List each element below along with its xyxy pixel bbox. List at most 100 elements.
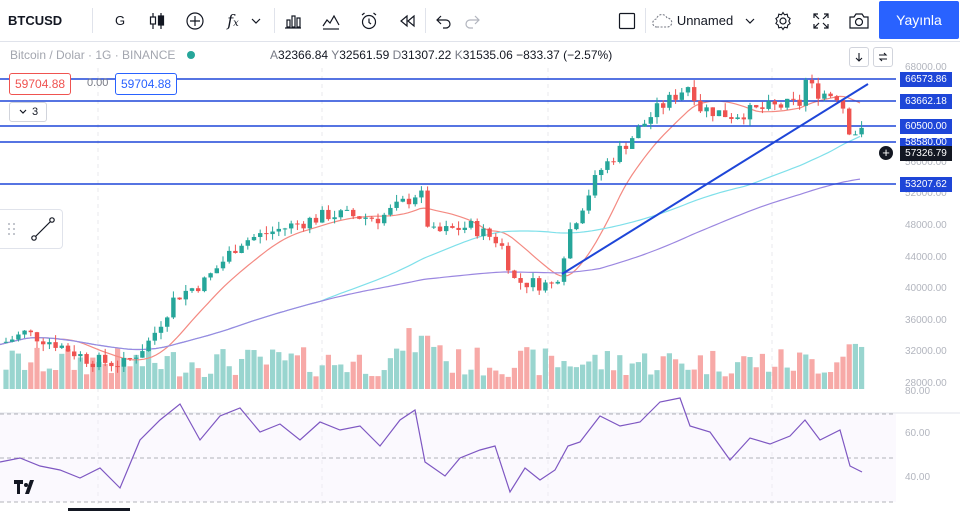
volume-bar	[127, 366, 133, 389]
candle-body	[506, 245, 511, 271]
chevron-down-icon	[19, 109, 27, 114]
candle-body	[425, 190, 430, 227]
collapse-indicators-button[interactable]: 3	[9, 102, 47, 122]
candle-body	[574, 223, 579, 230]
candle-body	[710, 107, 715, 117]
volume-bar	[852, 343, 858, 389]
cloud-icon	[652, 13, 673, 28]
undo-button[interactable]	[430, 0, 458, 41]
volume-bar	[697, 355, 703, 389]
volume-bar	[139, 366, 145, 389]
candle-body	[741, 117, 746, 120]
publish-button[interactable]: Yayınla	[879, 1, 959, 39]
snapshot-button[interactable]	[844, 0, 874, 41]
volume-bar	[22, 369, 28, 389]
candle-body	[208, 273, 213, 278]
candle-body	[344, 209, 350, 211]
volume-bar	[239, 358, 245, 389]
candle-body	[78, 354, 83, 357]
financials-button[interactable]	[279, 0, 307, 41]
volume-bar	[381, 370, 387, 389]
candle-body	[320, 209, 325, 223]
compare-button[interactable]	[180, 0, 210, 41]
close-label: K	[454, 48, 463, 62]
layout-name-button[interactable]: Unnamed	[648, 0, 760, 41]
volume-bar	[164, 356, 170, 389]
candle-body	[10, 339, 15, 342]
volume-bar	[344, 372, 350, 389]
settings-button[interactable]	[768, 0, 798, 41]
candle-body	[580, 210, 585, 224]
volume-bar	[183, 372, 189, 389]
candle-body	[220, 261, 226, 269]
volume-bar	[363, 373, 369, 389]
scroll-to-latest-button[interactable]	[849, 47, 869, 67]
candle-body	[121, 358, 126, 367]
candle-body	[47, 342, 52, 345]
market-open-dot	[187, 51, 196, 59]
volume-bar	[555, 367, 561, 389]
reset-chart-button[interactable]	[873, 47, 893, 67]
candle-body	[444, 226, 449, 232]
close-value: 31535.06	[462, 48, 513, 62]
volume-bar	[834, 362, 840, 389]
volume-bar	[406, 328, 412, 389]
volume-bar	[704, 374, 710, 389]
ma-line-short	[0, 95, 861, 361]
level-label: 53207.62	[900, 177, 952, 192]
candle-body	[685, 87, 691, 93]
add-alert-plus-icon[interactable]: +	[879, 146, 893, 160]
volume-bar	[716, 371, 722, 389]
plus-circle-icon	[186, 11, 204, 30]
volume-bar	[456, 349, 462, 389]
tradingview-logo[interactable]	[14, 480, 38, 498]
trendline-tool-icon[interactable]	[28, 214, 58, 244]
candle-body	[152, 332, 157, 341]
bottom-scroll-indicator[interactable]	[68, 508, 130, 511]
layout-select-button[interactable]	[612, 0, 642, 41]
volume-bar	[778, 349, 784, 389]
alert-button[interactable]	[354, 0, 384, 41]
candle-body	[512, 270, 517, 279]
volume-bar	[604, 351, 610, 389]
templates-button[interactable]	[316, 0, 346, 41]
indicators-button[interactable]: fx	[220, 0, 270, 41]
volume-bar	[443, 361, 449, 389]
candle-body	[419, 190, 424, 198]
volume-bar	[307, 371, 313, 389]
volume-bar	[728, 373, 734, 389]
replay-button[interactable]	[392, 0, 422, 41]
buy-button[interactable]: 59704.88	[115, 73, 178, 95]
candle-body	[400, 198, 405, 202]
volume-bar	[263, 364, 269, 389]
volume-bar	[257, 356, 263, 389]
volume-bar	[177, 376, 183, 389]
candle-body	[307, 217, 312, 229]
rsi-tick-label: 80.00	[905, 386, 931, 397]
volume-bar	[673, 359, 679, 389]
volume-bar	[648, 374, 654, 389]
volume-bar	[741, 356, 747, 389]
candle-body	[611, 161, 616, 163]
volume-bar	[511, 367, 517, 389]
candle-body	[65, 345, 71, 352]
candle-body	[413, 197, 418, 205]
volume-bar	[499, 374, 505, 389]
interval-button[interactable]: G	[114, 13, 126, 28]
sell-button[interactable]: 59704.88	[9, 73, 72, 95]
chart-type-button[interactable]	[142, 0, 172, 41]
horizontal-levels	[0, 78, 896, 185]
candle-body	[233, 250, 238, 254]
candle-body	[264, 233, 269, 235]
candle-body	[667, 94, 672, 108]
candle-body	[276, 228, 281, 232]
symbol-search[interactable]: BTCUSD	[8, 13, 63, 28]
low-label: D	[392, 48, 402, 62]
drawing-toolbar[interactable]	[0, 209, 63, 249]
redo-button[interactable]	[458, 0, 486, 41]
volume-bar	[617, 355, 623, 389]
volume-bar	[325, 354, 331, 389]
fullscreen-button[interactable]	[806, 0, 836, 41]
indicators-icon	[322, 14, 340, 30]
price-chart[interactable]	[0, 41, 960, 511]
